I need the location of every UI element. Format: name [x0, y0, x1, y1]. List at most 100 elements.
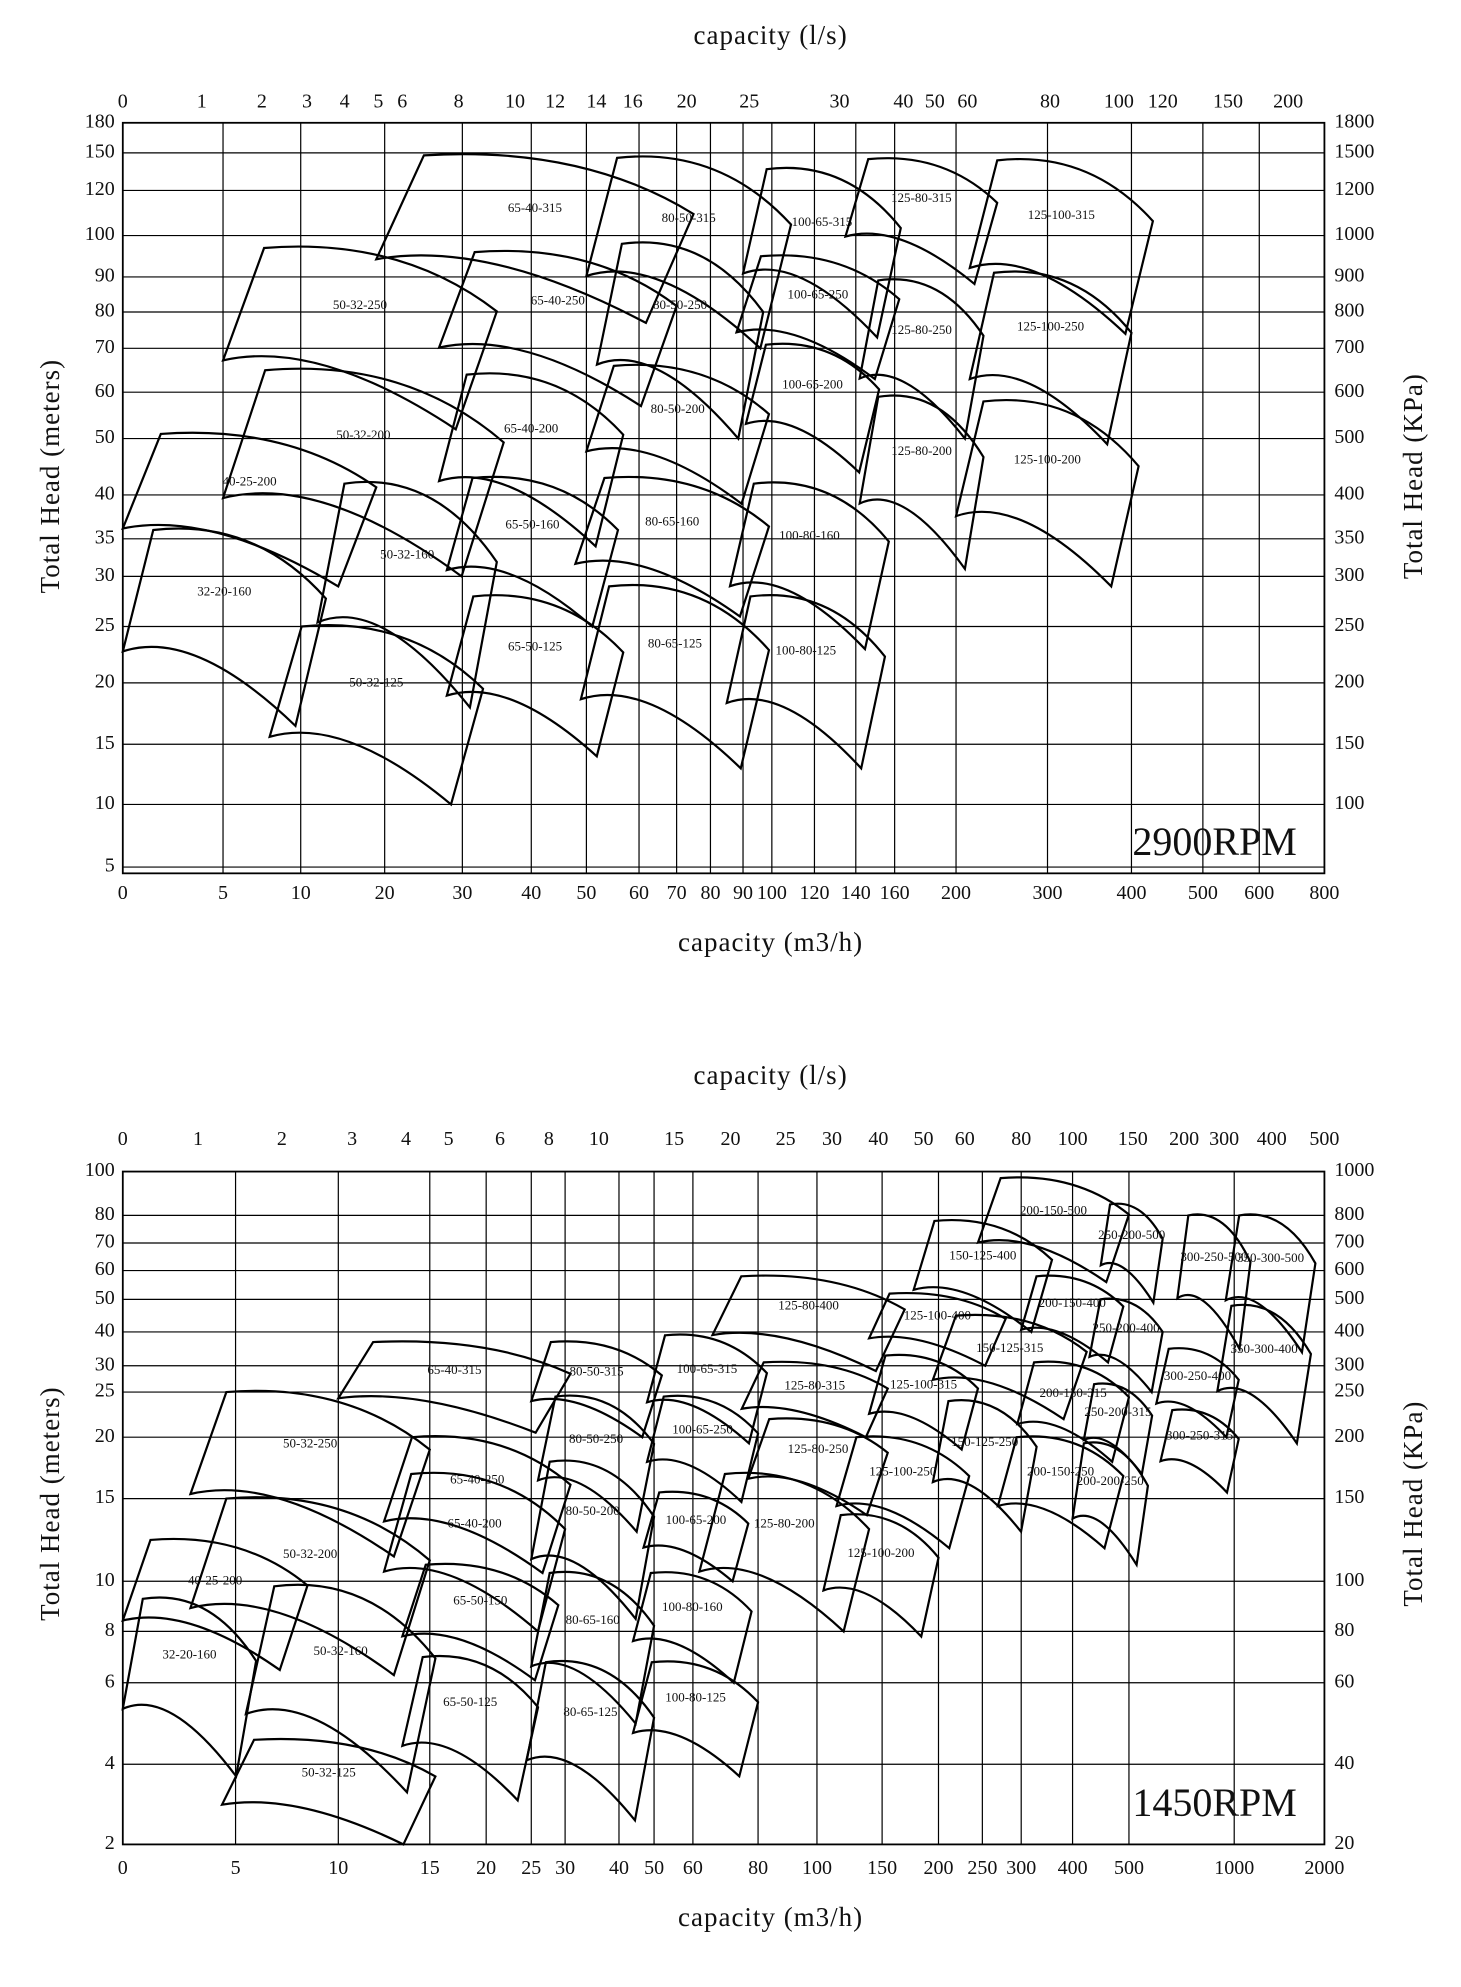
x-tick-label: 10 — [328, 1857, 348, 1879]
region-label: 125-80-250 — [891, 322, 952, 337]
region-label: 100-80-160 — [662, 1599, 723, 1614]
y2-tick-label: 600 — [1334, 380, 1364, 402]
pump-region — [741, 166, 902, 340]
rpm-label: 1450RPM — [1132, 1780, 1297, 1825]
pump-region — [121, 431, 378, 589]
region-label: 125-80-315 — [891, 190, 952, 205]
region-label: 40-25-200 — [222, 474, 276, 489]
x2-tick-label: 20 — [720, 1128, 740, 1150]
pump-region — [867, 1353, 980, 1452]
x2-tick-label: 200 — [1169, 1128, 1199, 1150]
region-label: 80-65-160 — [645, 513, 699, 528]
x2-tick-label: 2 — [277, 1128, 287, 1150]
x-tick-label: 800 — [1309, 882, 1339, 904]
pump-region — [529, 1459, 656, 1622]
region-label: 32-20-160 — [197, 584, 251, 599]
region-label: 50-32-125 — [302, 1764, 356, 1779]
region-label: 125-80-200 — [754, 1515, 815, 1530]
y-tick-label: 20 — [95, 670, 115, 692]
y2-tick-label: 300 — [1334, 1353, 1364, 1375]
pump-region — [645, 1333, 769, 1446]
region-label: 125-100-200 — [1014, 452, 1081, 467]
y-tick-label: 5 — [105, 855, 115, 877]
x2-tick-label: 8 — [454, 90, 464, 112]
x2-tick-label: 40 — [868, 1128, 888, 1150]
y-tick-label: 80 — [95, 300, 115, 322]
x-tick-label: 5 — [231, 1857, 241, 1879]
x-tick-label: 500 — [1188, 882, 1218, 904]
x-tick-label: 0 — [118, 1857, 128, 1879]
x-tick-label: 60 — [683, 1857, 703, 1879]
x2-tick-label: 80 — [1040, 90, 1060, 112]
region-label: 65-50-160 — [505, 517, 559, 532]
y2-tick-label: 60 — [1334, 1670, 1354, 1692]
region-label: 65-40-315 — [508, 200, 562, 215]
x2-tick-label: 60 — [957, 90, 977, 112]
y-tick-label: 6 — [105, 1670, 115, 1692]
x-tick-label: 60 — [629, 882, 649, 904]
x2-tick-label: 16 — [623, 90, 643, 112]
pump-region — [529, 1570, 656, 1727]
pump-region — [725, 594, 887, 771]
rpm-label: 2900RPM — [1132, 819, 1297, 864]
y2-axis-label: Total Head (KPa) — [1398, 373, 1428, 579]
x-tick-label: 5 — [218, 882, 228, 904]
pump-region — [631, 1660, 760, 1779]
region-label: 100-65-250 — [672, 1421, 733, 1436]
pump-region — [1154, 1347, 1240, 1440]
pump-region — [382, 1435, 572, 1575]
region-label: 125-80-315 — [784, 1377, 845, 1392]
y2-tick-label: 1000 — [1334, 1159, 1374, 1181]
x-tick-label: 20 — [476, 1857, 496, 1879]
y-tick-label: 80 — [95, 1203, 115, 1225]
y2-tick-label: 500 — [1334, 426, 1364, 448]
x-tick-label: 25 — [521, 1857, 541, 1879]
pump-region — [858, 278, 985, 442]
x2-tick-label: 6 — [397, 90, 407, 112]
y-tick-label: 100 — [85, 223, 115, 245]
region-label: 80-65-125 — [563, 1704, 617, 1719]
x-tick-label: 120 — [799, 882, 829, 904]
y2-tick-label: 100 — [1334, 792, 1364, 814]
pump-region — [631, 1571, 753, 1685]
region-label: 65-40-250 — [531, 292, 585, 307]
x-tick-label: 2000 — [1304, 1857, 1344, 1879]
pump-region — [976, 1176, 1131, 1284]
region-label: 125-100-315 — [890, 1377, 957, 1392]
pump-region — [1175, 1213, 1252, 1353]
x2-tick-label: 150 — [1213, 90, 1243, 112]
region-label: 50-32-250 — [333, 297, 387, 312]
pump-region — [858, 394, 985, 572]
pump-region — [437, 249, 678, 408]
x-tick-label: 300 — [1006, 1857, 1036, 1879]
y-tick-label: 120 — [85, 178, 115, 200]
x2-tick-label: 8 — [544, 1128, 554, 1150]
y2-tick-label: 150 — [1334, 1486, 1364, 1508]
region-label: 65-40-200 — [504, 421, 558, 436]
pump-region — [931, 1313, 1088, 1421]
y-tick-label: 180 — [85, 110, 115, 132]
x2-tick-label: 400 — [1257, 1128, 1287, 1150]
region-label: 150-125-400 — [949, 1247, 1016, 1262]
x-tick-label: 140 — [841, 882, 871, 904]
pump-region — [912, 1219, 1054, 1334]
x-tick-label: 80 — [748, 1857, 768, 1879]
pump-region — [121, 1537, 309, 1672]
x-tick-label: 30 — [555, 1857, 575, 1879]
y2-tick-label: 100 — [1334, 1569, 1364, 1591]
region-label: 50-32-125 — [349, 674, 403, 689]
x-tick-label: 200 — [923, 1857, 953, 1879]
plot-frame — [121, 1170, 1326, 1846]
x-tick-label: 90 — [733, 882, 753, 904]
x-tick-label: 150 — [867, 1857, 897, 1879]
pump-region — [1099, 1202, 1164, 1306]
region-label: 50-32-200 — [336, 427, 390, 442]
pump-region — [996, 1435, 1125, 1551]
pump-region — [400, 1562, 560, 1683]
region-label: 80-50-315 — [662, 210, 716, 225]
x-tick-label: 30 — [452, 882, 472, 904]
x-tick-label: 80 — [700, 882, 720, 904]
x2-tick-label: 12 — [545, 90, 565, 112]
x2-tick-label: 25 — [739, 90, 759, 112]
pump-region — [1082, 1382, 1154, 1477]
